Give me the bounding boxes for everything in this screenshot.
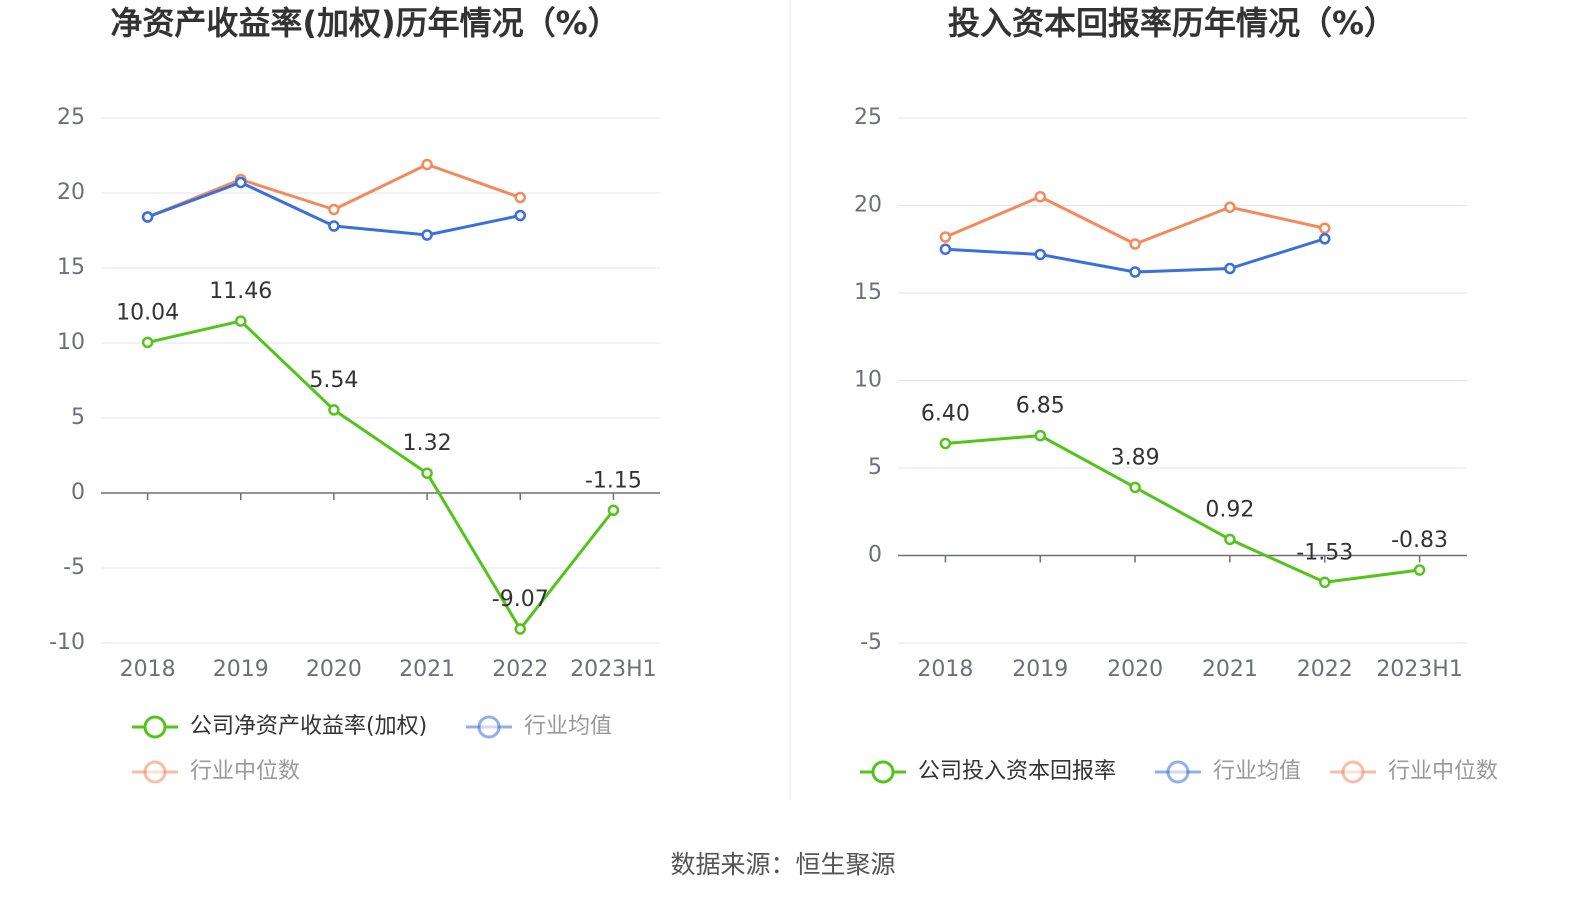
data-label: 0.92 <box>1205 497 1254 522</box>
legend-icon-marker <box>143 760 167 784</box>
data-label: 11.46 <box>209 279 272 304</box>
x-tick-label: 2019 <box>1012 657 1068 682</box>
data-point <box>1319 222 1331 234</box>
data-point <box>1319 233 1331 245</box>
chart-title: 投入资本回报率历年情况（%） <box>948 4 1396 42</box>
data-point <box>1413 564 1426 576</box>
data-point <box>421 229 433 241</box>
data-point <box>939 437 952 450</box>
x-tick-label: 2022 <box>1297 657 1353 682</box>
legend-icon-marker <box>143 715 167 739</box>
y-tick-label: 5 <box>868 455 882 480</box>
data-point <box>1129 238 1141 250</box>
legend-label: 行业均值 <box>524 714 612 739</box>
y-tick-label: 20 <box>854 193 882 218</box>
legend-label: 行业中位数 <box>1388 759 1498 784</box>
data-label: 6.85 <box>1016 394 1065 419</box>
y-tick-label: 15 <box>854 280 882 305</box>
x-tick-label: 2018 <box>120 657 176 682</box>
data-point <box>235 315 247 327</box>
data-label: -9.07 <box>492 587 549 612</box>
legend-label: 公司净资产收益率(加权) <box>190 714 427 739</box>
y-tick-label: 0 <box>71 480 85 505</box>
data-point <box>939 231 952 243</box>
data-point <box>1224 262 1236 275</box>
y-tick-label: 25 <box>854 105 882 130</box>
source: 数据来源：恒生聚源 <box>670 850 895 879</box>
y-tick-label: 0 <box>868 543 882 568</box>
data-point <box>1034 248 1046 261</box>
data-label: -1.15 <box>585 468 642 493</box>
y-tick-label: 25 <box>57 105 85 130</box>
data-label: -1.53 <box>1296 540 1353 565</box>
legend-icon-marker <box>477 715 501 739</box>
y-tick-label: -10 <box>49 630 85 655</box>
data-point <box>328 404 340 416</box>
data-point <box>607 504 620 516</box>
x-tick-label: 2020 <box>1107 657 1163 682</box>
legend-icon-marker <box>1341 760 1365 784</box>
y-tick-label: -5 <box>63 555 85 580</box>
legend-icon-marker <box>1166 760 1190 784</box>
series-line <box>147 319 615 631</box>
legend-label: 行业均值 <box>1213 759 1301 784</box>
data-point <box>328 220 340 232</box>
x-tick-label: 2022 <box>492 657 548 682</box>
y-tick-label: 10 <box>57 330 85 355</box>
data-label: 1.32 <box>403 431 452 456</box>
x-tick-label: 2021 <box>1202 657 1258 682</box>
data-point <box>939 243 952 255</box>
data-label: 10.04 <box>116 300 179 325</box>
data-point <box>514 209 526 222</box>
data-point <box>421 467 433 479</box>
data-point <box>141 211 154 223</box>
chart-title: 净资产收益率(加权)历年情况（%） <box>110 4 619 42</box>
y-tick-label: 15 <box>57 255 85 280</box>
y-tick-label: 20 <box>57 180 85 205</box>
x-tick-label: 2020 <box>306 657 362 682</box>
data-point <box>1224 533 1236 546</box>
data-point <box>141 336 154 349</box>
y-tick-label: -5 <box>860 630 882 655</box>
series-line <box>944 195 1326 246</box>
data-label: 3.89 <box>1111 445 1160 470</box>
data-point <box>514 623 526 635</box>
legend-icon-marker <box>871 760 895 784</box>
data-point <box>1224 201 1236 213</box>
x-tick-label: 2019 <box>213 657 269 682</box>
data-point <box>328 203 340 216</box>
data-point <box>1034 429 1046 442</box>
series-line <box>945 434 1420 584</box>
data-point <box>421 158 433 171</box>
data-label: 6.40 <box>921 402 970 427</box>
x-tick-label: 2023H1 <box>1376 657 1463 682</box>
data-point <box>1034 191 1046 203</box>
data-point <box>235 176 247 189</box>
data-label: 5.54 <box>309 368 358 393</box>
data-point <box>1129 481 1141 494</box>
x-tick-label: 2023H1 <box>570 657 657 682</box>
data-label: -0.83 <box>1391 528 1448 553</box>
y-tick-label: 10 <box>854 368 882 393</box>
x-tick-label: 2021 <box>399 657 455 682</box>
legend-label: 公司投入资本回报率 <box>918 759 1116 784</box>
data-point <box>1129 266 1141 278</box>
data-point <box>514 191 526 204</box>
data-point <box>1319 576 1331 589</box>
legend-label: 行业中位数 <box>190 759 300 784</box>
y-tick-label: 5 <box>71 405 85 430</box>
x-tick-label: 2018 <box>917 657 973 682</box>
